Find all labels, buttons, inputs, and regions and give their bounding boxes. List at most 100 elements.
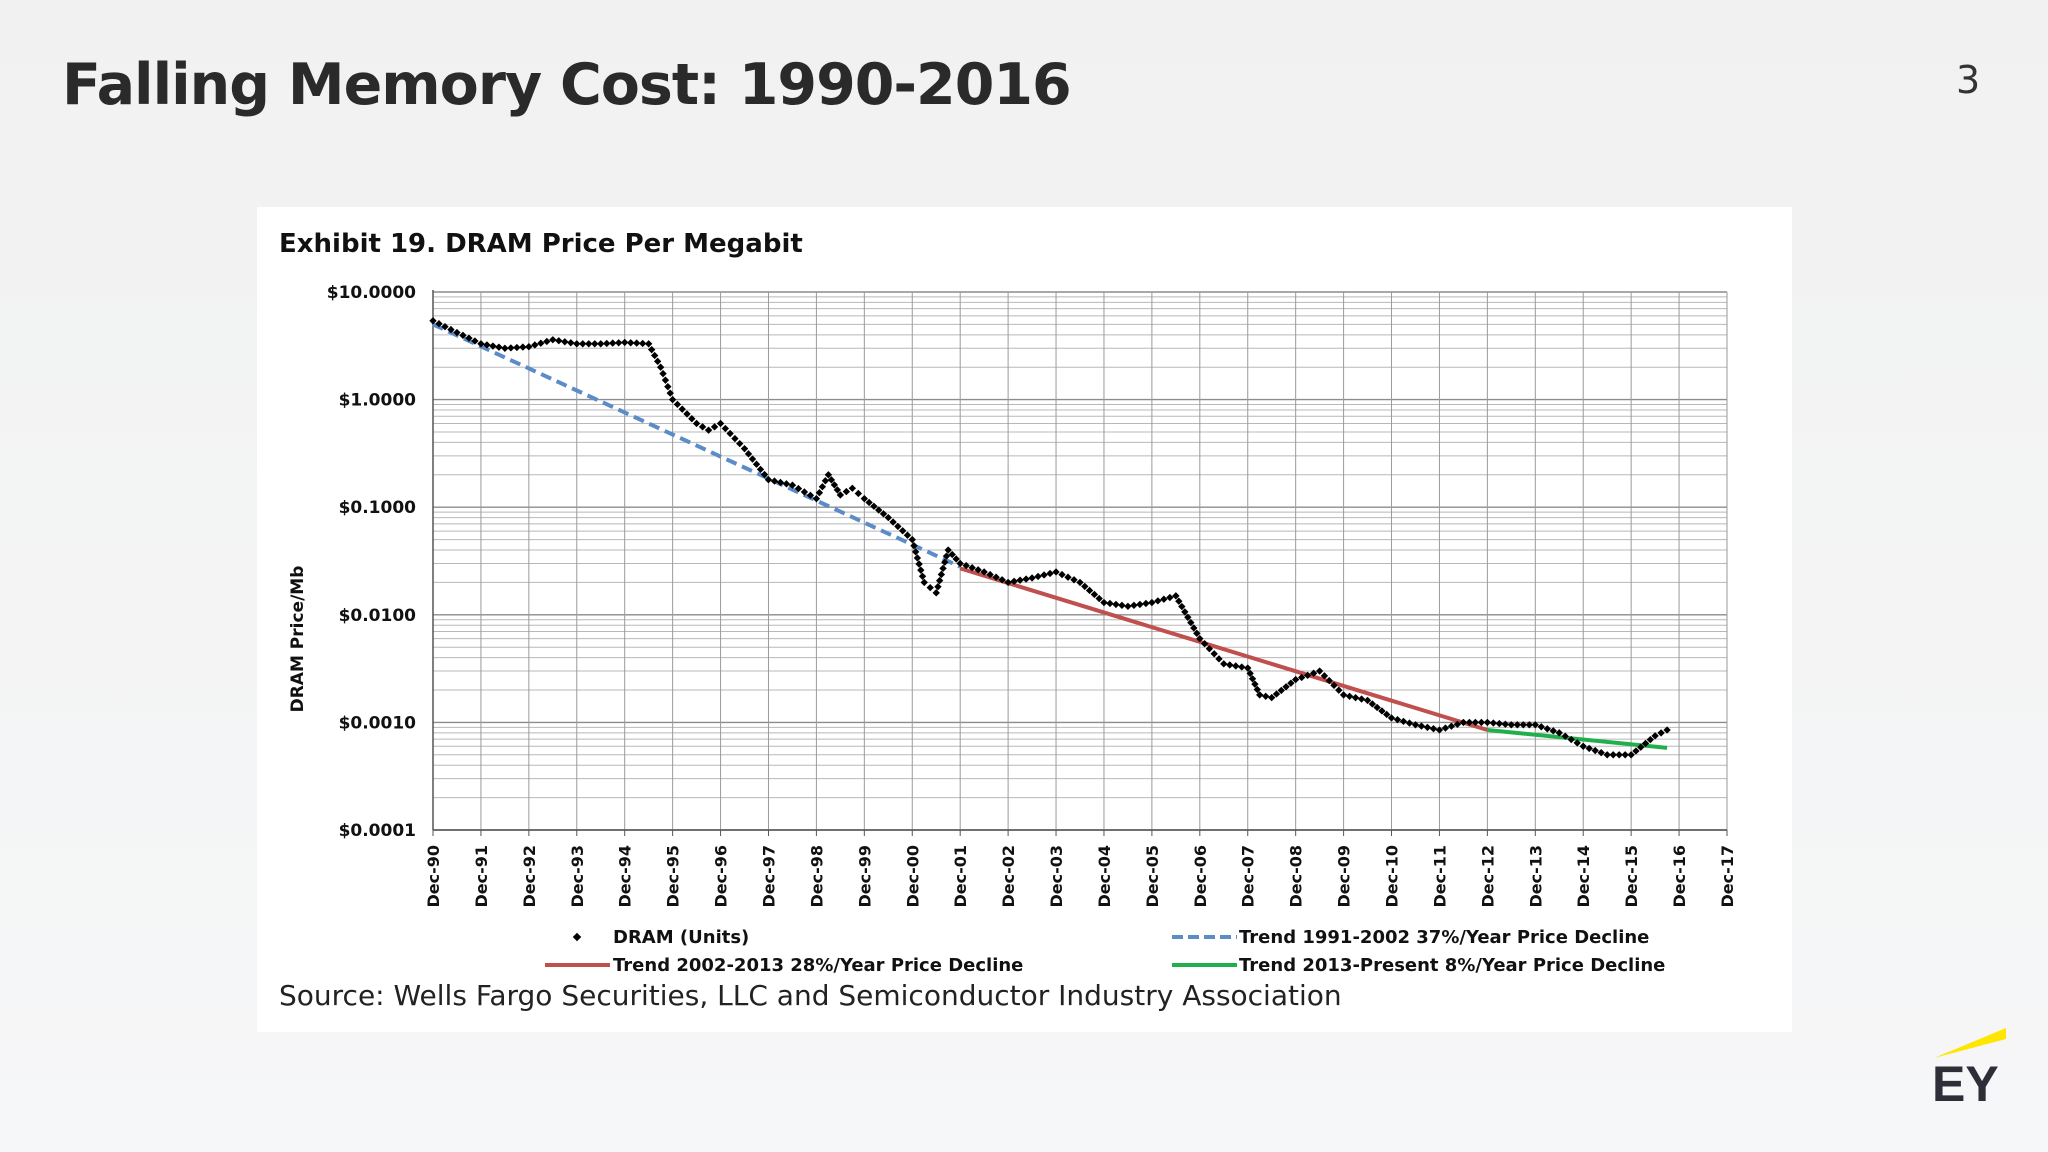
dram-data-point [1118, 601, 1126, 610]
dram-data-point [513, 343, 521, 352]
dram-data-point [1579, 742, 1587, 750]
dram-data-point [716, 419, 725, 428]
dram-data-point [1537, 723, 1545, 731]
dram-data-point [673, 400, 682, 409]
dram-data-point [1651, 732, 1659, 740]
x-tick-label: Dec-98 [807, 845, 826, 908]
dram-data-point [704, 426, 713, 434]
dram-data-point [764, 476, 773, 484]
dram-data-point [1315, 667, 1324, 675]
dram-data-point [824, 471, 833, 479]
dram-data-point [710, 423, 719, 431]
dram-data-point [1531, 721, 1539, 729]
dram-data-point [1646, 735, 1654, 744]
dram-data-point [683, 410, 691, 418]
dram-data-point [1615, 751, 1623, 759]
dram-data-point [1187, 618, 1195, 627]
x-tick-labels: Dec-90 Dec-91 Dec-92 Dec-93 Dec-94 Dec-95 Dec-… [424, 845, 1737, 908]
chart-legend: DRAM (Units) Trend 1991-2002 37%/Year Pri… [545, 927, 1665, 976]
dram-data-point [1399, 717, 1408, 726]
trend-line [959, 566, 1488, 732]
y-tick-labels: $10.0000 $1.0000 $0.1000 $0.0100 $0.0010 $0.0… [327, 283, 416, 841]
dram-data-point [860, 495, 869, 503]
x-tick-label: Dec-96 [712, 845, 731, 908]
dram-data-point [650, 351, 659, 360]
dram-data-point [609, 339, 617, 347]
dram-data-point [818, 483, 827, 491]
legend-item: Trend 2013-Present 8%/Year Price Decline [1172, 955, 1665, 976]
dram-data-point [879, 510, 888, 518]
dram-data-point [726, 429, 734, 438]
x-tick-label: Dec-14 [1574, 845, 1593, 908]
dram-data-point [489, 342, 497, 350]
dram-data-point [830, 481, 839, 489]
dram-data-point [918, 572, 927, 580]
dram-data-point [1226, 661, 1234, 669]
dram-data-point [992, 573, 1000, 581]
dram-data-point [875, 506, 883, 514]
chart-title: Exhibit 19. DRAM Price Per Megabit [279, 229, 803, 259]
dram-data-point [1513, 721, 1522, 729]
dram-data-point [1052, 568, 1060, 576]
dram-data-point [507, 344, 515, 352]
dram-data-point [653, 357, 662, 366]
dram-data-point [1016, 576, 1024, 584]
dram-data-point [1429, 725, 1438, 733]
dram-data-point [1597, 748, 1605, 757]
y-tick-label: $0.1000 [339, 498, 417, 518]
dram-data-point [934, 583, 942, 591]
x-tick-label: Dec-00 [903, 845, 922, 908]
dram-data-point [736, 439, 744, 448]
y-tick-label: $10.0000 [327, 283, 416, 303]
dram-data-point [1106, 599, 1114, 608]
dram-data-point [794, 484, 803, 493]
legend-label: Trend 1991-2002 37%/Year Price Decline [1239, 927, 1649, 948]
dram-data-point [1657, 729, 1665, 737]
dram-data-point [659, 370, 667, 378]
dram-data-point [1393, 715, 1402, 724]
legend-item: DRAM (Units) [572, 927, 749, 948]
dram-data-point [1112, 600, 1120, 609]
x-tick-label: Dec-02 [999, 845, 1018, 908]
dram-data-point [827, 476, 836, 484]
dram-data-point [1335, 686, 1343, 694]
ey-logo-text: EY [1932, 1056, 1999, 1105]
dram-data-point [1435, 726, 1444, 734]
dram-data-point [567, 339, 575, 347]
dram-data-point [910, 542, 918, 550]
chart-grid [432, 291, 1728, 831]
chart-figure: Exhibit 19. DRAM Price Per Megabit $10.0… [257, 207, 1792, 1032]
dram-data-point [1555, 729, 1563, 737]
x-tick-label: Dec-90 [424, 845, 443, 908]
dram-data-point [752, 460, 761, 468]
dram-data-point [980, 568, 988, 576]
y-axis-label: DRAM Price/Mb [288, 566, 308, 713]
slide-number: 3 [1956, 58, 1981, 102]
dram-data-point [1251, 680, 1259, 688]
dram-data-point [884, 513, 892, 522]
dram-data-point [1489, 719, 1498, 727]
dram-data-point [525, 343, 533, 351]
dram-data-point [806, 491, 815, 499]
dram-data-point [1471, 718, 1480, 727]
dram-data-point [944, 546, 952, 554]
y-tick-label: $0.0001 [339, 821, 416, 841]
dram-data-point [740, 444, 749, 453]
dram-data-point [894, 522, 902, 531]
dram-data-point [974, 566, 982, 574]
dram-data-point [668, 395, 677, 404]
dram-data-point [932, 589, 940, 597]
dram-data-point [1357, 695, 1366, 703]
dram-data-point [870, 502, 878, 510]
dram-data-point [1028, 574, 1036, 582]
trend-line [1487, 728, 1668, 750]
dram-data-point [1309, 669, 1318, 677]
dram-data-point [865, 498, 873, 507]
dram-data-point [441, 322, 449, 331]
dram-data-point [788, 481, 797, 489]
x-tick-label: Dec-01 [951, 845, 970, 908]
dram-data-point [483, 341, 491, 349]
dram-data-point [1477, 718, 1486, 727]
legend-item: Trend 2002-2013 28%/Year Price Decline [545, 955, 1023, 976]
x-tick-label: Dec-97 [759, 845, 778, 908]
